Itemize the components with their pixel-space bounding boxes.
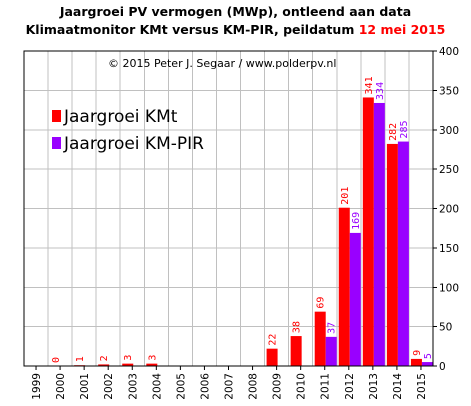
bar-kmt — [290, 336, 302, 366]
data-label-kmpir: 169 — [351, 212, 362, 230]
x-tick-label: 2001 — [79, 373, 91, 400]
legend-swatch-kmt — [52, 110, 61, 122]
data-label-kmpir: 285 — [399, 121, 410, 139]
x-tick-label: 2006 — [199, 373, 211, 400]
bar-kmpir — [373, 102, 385, 366]
x-tick-label: 2010 — [296, 373, 308, 400]
legend-label-kmt: Jaargroei KMt — [63, 107, 178, 127]
data-label-kmt: 22 — [268, 334, 279, 346]
bar-kmt — [98, 364, 110, 366]
bar-kmt — [410, 358, 422, 366]
data-label-kmt: 38 — [292, 321, 303, 333]
x-tick-label: 2008 — [248, 373, 260, 400]
data-label-kmt: 1 — [75, 356, 86, 362]
chart-title-line2: Klimaatmonitor KMt versus KM-PIR, peilda… — [0, 22, 471, 37]
bar-kmpir — [325, 336, 337, 366]
bar-kmt — [146, 363, 158, 366]
legend-swatch-kmpir — [52, 137, 61, 149]
x-tick-label: 2011 — [320, 373, 332, 400]
data-label-kmt: 69 — [316, 297, 327, 309]
x-tick-label: 2009 — [272, 373, 284, 400]
data-label-kmt: 0 — [51, 357, 62, 363]
data-label-kmt: 3 — [123, 355, 134, 361]
x-tick-label: 2015 — [416, 373, 428, 400]
y-tick-label: 250 — [439, 164, 459, 176]
bar-kmt — [338, 207, 350, 366]
data-label-kmpir: 37 — [327, 322, 338, 334]
y-tick-label: 100 — [439, 282, 459, 294]
data-labels: 0 1 2 3 3 22 38 69 201 341 282 9 37 169 334 285 5 — [51, 76, 434, 363]
data-label-kmpir: 5 — [423, 353, 434, 359]
y-tick-label: 300 — [439, 125, 459, 137]
data-label-kmt: 282 — [388, 123, 399, 141]
x-tick-label: 1999 — [31, 373, 43, 400]
bar-kmt — [122, 363, 134, 366]
bar-kmt — [314, 311, 326, 366]
y-tick-label: 150 — [439, 243, 459, 255]
y-tick-label: 200 — [439, 204, 459, 216]
chart-title-line1: Jaargroei PV vermogen (MWp), ontleend aa… — [59, 4, 412, 19]
data-label-kmt: 201 — [340, 187, 351, 205]
x-tick-label: 2004 — [151, 373, 163, 400]
x-tick-label: 2013 — [368, 373, 380, 400]
x-tick-label: 2014 — [392, 373, 404, 400]
copyright-text: © 2015 Peter J. Segaar / www.polderpv.nl — [108, 57, 336, 70]
x-tick-label: 2012 — [344, 373, 356, 400]
peildatum-date: 12 mei 2015 — [358, 22, 446, 37]
data-label-kmt: 3 — [147, 355, 158, 361]
bar-kmt — [266, 348, 278, 366]
y-tick-label: 0 — [439, 361, 446, 373]
y-tick-label: 350 — [439, 85, 459, 97]
x-tick-label: 2002 — [103, 373, 115, 400]
y-tick-label: 50 — [439, 322, 452, 334]
bar-kmpir — [421, 362, 433, 366]
legend-label-kmpir: Jaargroei KM-PIR — [63, 134, 204, 154]
x-tick-label: 2003 — [127, 373, 139, 400]
data-label-kmt: 9 — [412, 350, 423, 356]
bars — [74, 97, 433, 367]
data-label-kmpir: 334 — [375, 82, 386, 100]
bar-kmt — [362, 97, 374, 367]
bar-kmpir — [397, 141, 409, 366]
bar-kmpir — [349, 232, 361, 366]
legend: Jaargroei KMt Jaargroei KM-PIR — [52, 107, 204, 154]
x-tick-label: 2005 — [175, 373, 187, 400]
data-label-kmt: 2 — [99, 355, 110, 361]
x-tick-label: 2007 — [224, 373, 236, 400]
title-prefix: Klimaatmonitor KMt versus KM-PIR, peilda… — [25, 22, 359, 37]
data-label-kmt: 341 — [364, 76, 375, 94]
y-tick-label: 400 — [439, 46, 459, 58]
x-tick-label: 2000 — [55, 373, 67, 400]
bar-kmt — [386, 143, 398, 366]
